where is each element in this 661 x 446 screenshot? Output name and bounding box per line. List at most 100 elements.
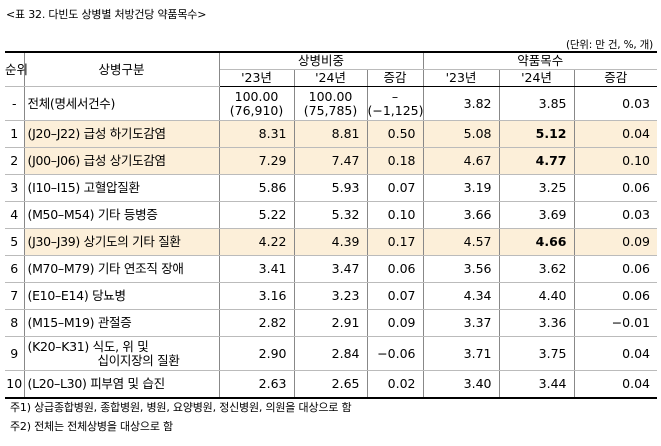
share-group-header: 상병비중 [219, 51, 424, 70]
category-cell: (J00–J06) 급성 상기도감염 [24, 147, 220, 175]
share-change-cell: −0.06 [367, 336, 424, 371]
table-row: 2 (J00–J06) 급성 상기도감염 7.29 7.47 0.18 4.67… [5, 147, 658, 175]
share-y24-cell: 100.00 (75,785) [294, 86, 368, 121]
share-y24-cell: 3.47 [294, 255, 368, 283]
share-y24-cell: 3.23 [294, 282, 368, 310]
rank-cell: 10 [5, 370, 25, 399]
drugs-change-cell: 0.06 [574, 255, 658, 283]
drugs-change-cell: 0.03 [574, 201, 658, 229]
share-y24-cell: 4.39 [294, 228, 368, 256]
share-change-cell: 0.06 [367, 255, 424, 283]
drugs-change-cell: 0.06 [574, 282, 658, 310]
category-cell: (J20–J22) 급성 하기도감염 [24, 120, 220, 148]
drugs-y23-cell: 3.37 [423, 309, 500, 337]
rank-header: 순위 [5, 51, 28, 87]
share-y24-cell: 2.65 [294, 370, 368, 399]
drugs-y23-cell: 3.19 [423, 174, 500, 202]
drug-count-table: 순위 상병구분 상병비중 약품목수 '23년 '24년 증감 '23년 '24년… [5, 51, 658, 399]
share-change-count: (−1,125) [367, 102, 424, 118]
category-cell: (K20–K31) 식도, 위 및 십이지장의 질환 [24, 336, 220, 371]
category-cell: (M70–M79) 기타 연조직 장애 [24, 255, 220, 283]
drugs-change-cell: 0.10 [574, 147, 658, 175]
rank-cell: 3 [5, 174, 25, 202]
category-cell: (J30–J39) 상기도의 기타 질환 [24, 228, 220, 256]
drugs-y24-cell: 3.85 [499, 86, 575, 121]
category-cell: 전체(명세서건수) [24, 86, 220, 121]
share-change-cell: – (−1,125) [367, 86, 424, 121]
drugs-y24-cell: 3.69 [499, 201, 575, 229]
share-y24-cell: 2.84 [294, 336, 368, 371]
drugs-y24-cell: 3.75 [499, 336, 575, 371]
share-change-cell: 0.17 [367, 228, 424, 256]
rank-cell: 2 [5, 147, 25, 175]
total-row: - 전체(명세서건수) 100.00 (76,910) 100.00 (75,7… [5, 86, 658, 121]
rank-cell: - [5, 86, 25, 121]
category-cell: (I10–I15) 고혈압질환 [24, 174, 220, 202]
share-y23-count: (76,910) [229, 102, 284, 118]
share-y24-cell: 2.91 [294, 309, 368, 337]
share-y24-cell: 5.32 [294, 201, 368, 229]
table-row: 3 (I10–I15) 고혈압질환 5.86 5.93 0.07 3.19 3.… [5, 174, 658, 202]
share-y24-value: 100.00 [308, 88, 353, 104]
share-y23-cell: 2.63 [219, 370, 295, 399]
rank-cell: 1 [5, 120, 25, 148]
share-change-cell: 0.07 [367, 174, 424, 202]
rank-cell: 7 [5, 282, 25, 310]
drugs-y23-cell: 4.34 [423, 282, 500, 310]
share-y23-cell: 2.90 [219, 336, 295, 371]
share-y23-cell: 3.41 [219, 255, 295, 283]
header-row-1: 순위 상병구분 상병비중 약품목수 [5, 51, 658, 87]
share-y23-cell: 5.22 [219, 201, 295, 229]
share-change-cell: 0.02 [367, 370, 424, 399]
share-y23-cell: 5.86 [219, 174, 295, 202]
share-change-value: – [391, 88, 399, 104]
drugs-y24-header: '24년 [499, 69, 575, 87]
drugs-y24-cell: 3.36 [499, 309, 575, 337]
category-line-2: 십이지장의 질환 [97, 352, 180, 368]
share-y23-cell: 8.31 [219, 120, 295, 148]
drugs-y23-cell: 3.82 [423, 86, 500, 121]
drugs-y24-cell: 3.62 [499, 255, 575, 283]
category-cell: (M50–M54) 기타 등병증 [24, 201, 220, 229]
footnotes: 주1) 상급종합병원, 종합병원, 병원, 요양병원, 정신병원, 의원을 대상… [10, 398, 352, 436]
share-y23-cell: 2.82 [219, 309, 295, 337]
drugs-change-header: 증감 [574, 69, 658, 87]
share-change-header: 증감 [367, 69, 424, 87]
table-row: 1 (J20–J22) 급성 하기도감염 8.31 8.81 0.50 5.08… [5, 120, 658, 148]
share-change-cell: 0.50 [367, 120, 424, 148]
drugs-y24-cell: 3.44 [499, 370, 575, 399]
share-change-cell: 0.18 [367, 147, 424, 175]
rank-cell: 4 [5, 201, 25, 229]
table-row: 9 (K20–K31) 식도, 위 및 십이지장의 질환 2.90 2.84 −… [5, 336, 658, 371]
drugs-y23-cell: 4.57 [423, 228, 500, 256]
share-y23-cell: 100.00 (76,910) [219, 86, 295, 121]
drugs-y23-cell: 3.71 [423, 336, 500, 371]
share-y23-header: '23년 [219, 69, 295, 87]
drugs-y23-cell: 3.56 [423, 255, 500, 283]
drugs-change-cell: 0.06 [574, 174, 658, 202]
drugs-change-cell: 0.09 [574, 228, 658, 256]
share-change-cell: 0.10 [367, 201, 424, 229]
table-row: 4 (M50–M54) 기타 등병증 5.22 5.32 0.10 3.66 3… [5, 201, 658, 229]
rank-cell: 5 [5, 228, 25, 256]
share-y23-cell: 4.22 [219, 228, 295, 256]
header-row-2: '23년 '24년 증감 '23년 '24년 증감 [5, 69, 658, 87]
drugs-change-cell: 0.04 [574, 120, 658, 148]
table-row: 5 (J30–J39) 상기도의 기타 질환 4.22 4.39 0.17 4.… [5, 228, 658, 256]
drugs-change-cell: 0.04 [574, 336, 658, 371]
category-header: 상병구분 [24, 51, 220, 87]
share-change-cell: 0.07 [367, 282, 424, 310]
rank-header-text: 순위 [5, 61, 29, 77]
footnote-1: 주1) 상급종합병원, 종합병원, 병원, 요양병원, 정신병원, 의원을 대상… [10, 401, 352, 414]
table-row: 10 (L20–L30) 피부염 및 습진 2.63 2.65 0.02 3.4… [5, 370, 658, 399]
table-row: 8 (M15–M19) 관절증 2.82 2.91 0.09 3.37 3.36… [5, 309, 658, 337]
drugs-y23-header: '23년 [423, 69, 500, 87]
category-cell: (E10–E14) 당뇨병 [24, 282, 220, 310]
share-y23-cell: 3.16 [219, 282, 295, 310]
unit-note: (단위: 만 건, %, 개) [565, 39, 653, 51]
drugs-change-cell: 0.04 [574, 370, 658, 399]
drugs-y23-cell: 3.40 [423, 370, 500, 399]
drugs-change-cell: 0.03 [574, 86, 658, 121]
drugs-y24-cell: 4.77 [499, 147, 575, 175]
drugs-group-header: 약품목수 [423, 51, 658, 70]
